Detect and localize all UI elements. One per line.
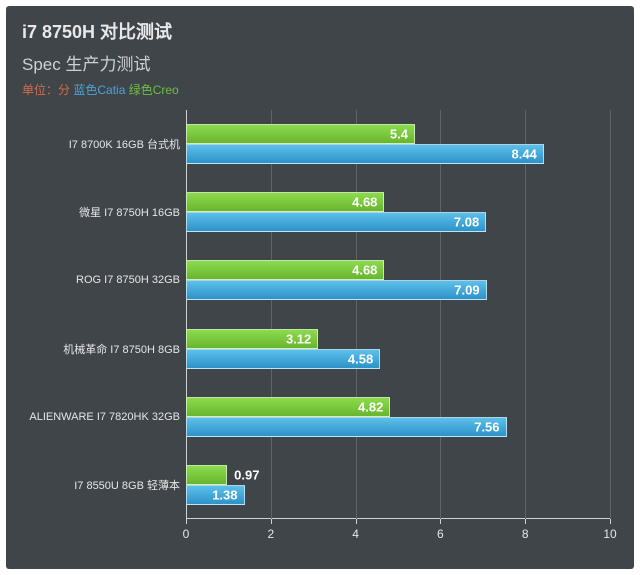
- bar-creo: 4.68: [186, 260, 384, 280]
- bar-value-label: 5.4: [390, 127, 408, 142]
- bar-creo: 4.68: [186, 192, 384, 212]
- gridline: [271, 110, 272, 519]
- bar-catia: 7.56: [186, 417, 507, 437]
- bar-value-label: 4.68: [352, 195, 377, 210]
- category-label: ALIENWARE I7 7820HK 32GB: [29, 411, 180, 423]
- chart-area: I7 8700K 16GB 台式机微星 I7 8750H 16GB ROG I7 …: [6, 110, 634, 547]
- y-axis-labels: I7 8700K 16GB 台式机微星 I7 8750H 16GB ROG I7 …: [6, 110, 180, 519]
- bar-value-label: 3.12: [286, 331, 311, 346]
- gridline: [440, 110, 441, 519]
- gridline: [610, 110, 611, 519]
- bar-value-label: 4.82: [358, 399, 383, 414]
- x-tick-label: 0: [183, 527, 190, 541]
- bar-creo: 5.4: [186, 124, 415, 144]
- category-label: ROG I7 8750H 32GB: [76, 274, 180, 286]
- bar-value-label: 4.68: [352, 263, 377, 278]
- bar-value-label: 7.56: [474, 419, 499, 434]
- x-tick-label: 2: [267, 527, 274, 541]
- gridline: [525, 110, 526, 519]
- bar-catia: 4.58: [186, 349, 380, 369]
- bar-value-label: 4.58: [348, 351, 373, 366]
- bar-catia: 7.08: [186, 212, 486, 232]
- category-label: I7 8700K 16GB 台式机: [69, 136, 180, 152]
- bar-creo: 3.12: [186, 329, 318, 349]
- category-label: 机械革命 I7 8750H 8GB: [63, 341, 180, 357]
- x-tick-label: 4: [352, 527, 359, 541]
- chart-legend: 单位：分 蓝色Catia 绿色Creo: [22, 81, 618, 98]
- bar-value-label: 7.09: [454, 283, 479, 298]
- bar-catia: 1.38: [186, 485, 245, 505]
- bar-creo: 0.97: [186, 465, 227, 485]
- bar-value-label: 7.08: [454, 215, 479, 230]
- category-label: 微星 I7 8750H 16GB: [79, 204, 180, 220]
- legend-creo: 绿色Creo: [129, 83, 179, 97]
- x-axis-labels: 0246810: [186, 523, 610, 547]
- bar-creo: 4.82: [186, 397, 390, 417]
- x-tick: [610, 519, 611, 524]
- category-label: I7 8550U 8GB 轻薄本: [74, 477, 180, 493]
- bar-catia: 8.44: [186, 144, 544, 164]
- bar-value-label: 1.38: [212, 487, 237, 502]
- bar-value-label: 0.97: [234, 467, 259, 482]
- bar-value-label: 8.44: [512, 147, 537, 162]
- benchmark-card: i7 8750H 对比测试 Spec 生产力测试 单位：分 蓝色Catia 绿色…: [6, 6, 634, 569]
- gridline: [356, 110, 357, 519]
- x-axis-line: [186, 518, 610, 519]
- x-tick-label: 8: [522, 527, 529, 541]
- plot-area: 5.4 8.44 4.68 7.08 4.68 7.09 3.12 4.58 4.82 7.56 0…: [186, 110, 610, 519]
- legend-unit: 单位：分: [22, 83, 70, 97]
- y-axis-line: [186, 110, 187, 519]
- legend-catia: 蓝色Catia: [73, 83, 125, 97]
- chart-title: i7 8750H 对比测试: [22, 18, 618, 44]
- bar-catia: 7.09: [186, 280, 487, 300]
- x-tick-label: 6: [437, 527, 444, 541]
- x-tick-label: 10: [603, 527, 616, 541]
- header: i7 8750H 对比测试 Spec 生产力测试 单位：分 蓝色Catia 绿色…: [6, 6, 634, 104]
- chart-subtitle: Spec 生产力测试: [22, 50, 618, 75]
